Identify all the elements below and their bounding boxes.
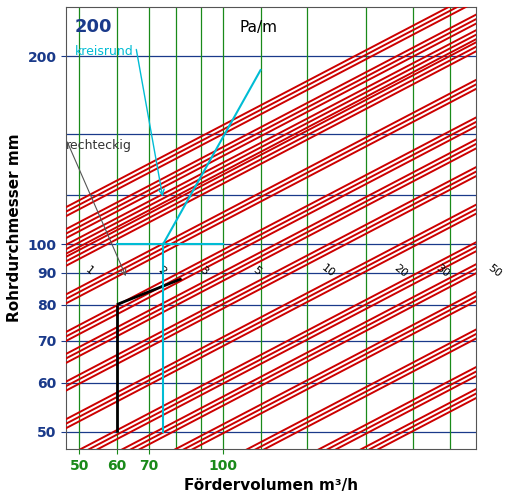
Y-axis label: Rohrdurchmesser mm: Rohrdurchmesser mm [7, 134, 22, 322]
Text: 50: 50 [486, 262, 502, 279]
Text: 200: 200 [74, 18, 111, 36]
Text: 1: 1 [83, 265, 95, 277]
Text: 3: 3 [197, 265, 209, 277]
Text: 10: 10 [319, 262, 336, 279]
Text: 2: 2 [155, 265, 167, 277]
Text: rechteckig: rechteckig [66, 140, 132, 152]
Text: 5: 5 [250, 265, 262, 277]
Text: Pa/m: Pa/m [239, 20, 277, 35]
Text: 20: 20 [391, 262, 408, 280]
Text: kreisrund: kreisrund [74, 44, 133, 58]
X-axis label: Fördervolumen m³/h: Fördervolumen m³/h [184, 478, 357, 493]
Text: 30: 30 [433, 262, 450, 279]
